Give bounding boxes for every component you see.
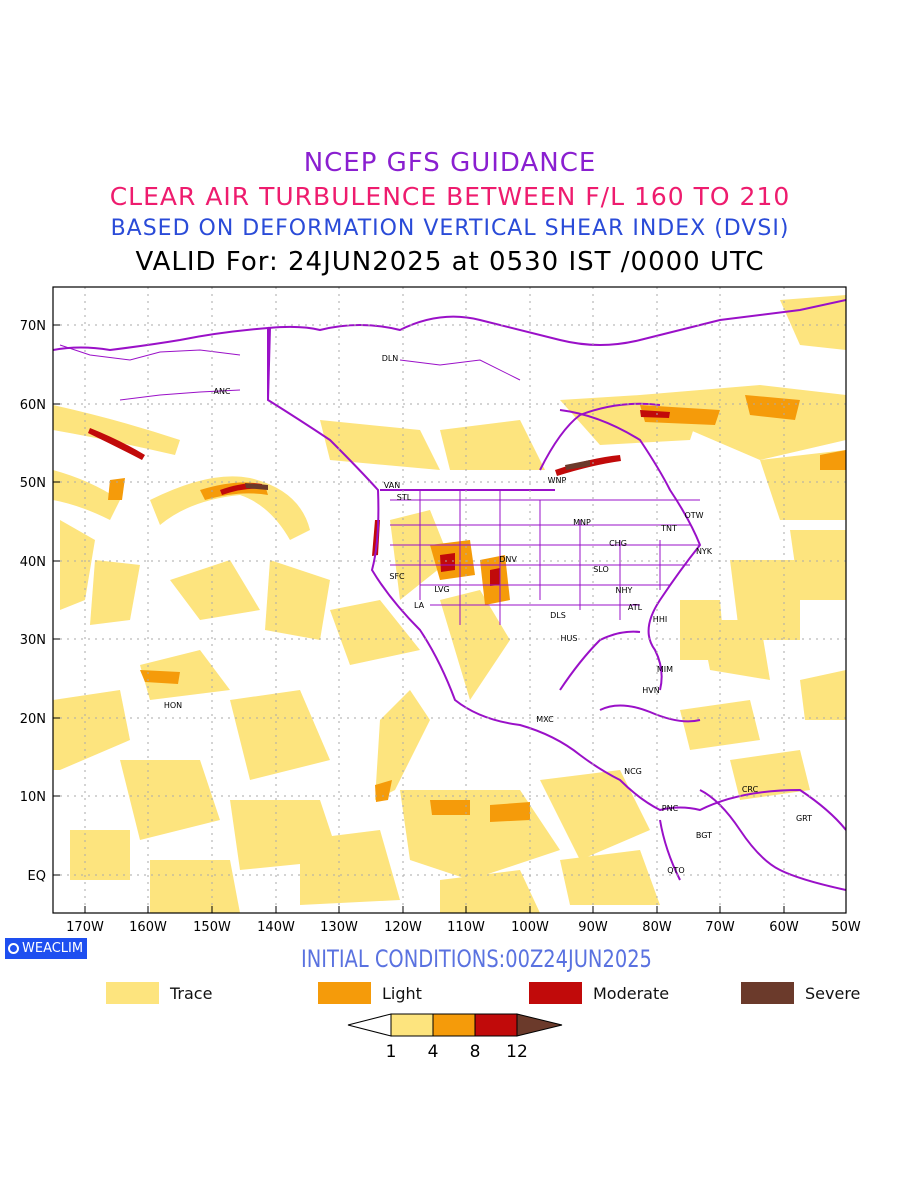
colorbar: 1 4 8 12 [347,1013,563,1062]
lon-label: 110W [447,920,485,935]
station-label: HVN [642,686,659,695]
lon-label: 140W [257,920,295,935]
station-label: HUS [561,634,578,643]
legend-label: Moderate [593,983,670,1003]
station-label: MXC [536,715,554,724]
trace-regions [53,295,846,913]
station-label: QTO [667,866,684,875]
station-label: ANC [213,387,230,396]
lon-label: 80W [642,920,672,935]
station-labels: DLN ANC VAN STL WNP MNP TNT OTW CHG NYK … [164,354,812,875]
colorbar-light [432,1013,476,1037]
station-label: CHG [609,539,627,548]
circle-icon [8,943,19,954]
station-label: TNT [660,524,677,533]
lon-label: 50W [831,920,861,935]
colorbar-low-arrow [347,1013,392,1037]
lon-label: 90W [578,920,608,935]
station-label: SFC [389,572,405,581]
title-line-1: NCEP GFS GUIDANCE [303,148,597,178]
station-label: MNP [573,518,591,527]
station-label: BGT [696,831,712,840]
lat-label: 20N [20,712,46,727]
lon-label: 60W [769,920,799,935]
station-label: DLN [382,354,399,363]
colorbar-tick: 4 [428,1042,439,1062]
colorbar-moderate [474,1013,518,1037]
colorbar-trace [390,1013,434,1037]
station-label: NYK [696,547,713,556]
initial-conditions: INITIAL CONDITIONS:00Z24JUN2025 [300,945,652,973]
station-label: ATL [628,603,643,612]
legend-trace: Trace [106,982,212,1004]
legend-light: Light [318,982,422,1004]
lon-label: 150W [193,920,231,935]
station-label: OTW [684,511,703,520]
watermark-text: WEACLIM [22,941,84,956]
station-label: DLS [550,611,566,620]
lon-label: 70W [705,920,735,935]
lat-labels: 70N 60N 50N 40N 30N 20N 10N EQ [20,319,46,884]
state-borders [59,344,700,625]
legend-moderate: Moderate [529,982,669,1004]
legend-swatch [529,982,582,1004]
station-label: GRT [796,814,812,823]
severe-regions [245,460,590,490]
station-label: LVG [434,585,449,594]
lat-label: 30N [20,633,46,648]
station-label: SLO [593,565,609,574]
station-label: MIM [657,665,673,674]
legend-label: Trace [170,983,213,1003]
lon-label: 120W [384,920,422,935]
lat-label: 40N [20,555,46,570]
colorbar-tick: 8 [470,1042,481,1062]
axis-ticks [53,324,785,913]
station-label: NCG [624,767,642,776]
colorbar-tick: 12 [506,1042,528,1062]
lon-label: 130W [320,920,358,935]
station-label: CRC [742,785,759,794]
legend-severe: Severe [741,982,860,1004]
station-label: HON [164,701,182,710]
lon-label: 170W [66,920,104,935]
station-label: PNC [662,804,679,813]
lat-label: 70N [20,319,46,334]
station-label: VAN [384,481,400,490]
title-line-3: BASED ON DEFORMATION VERTICAL SHEAR INDE… [110,216,790,241]
lat-label: 60N [20,398,46,413]
station-label: LA [414,601,425,610]
map-frame [52,286,847,914]
legend-label: Light [382,983,422,1003]
lon-labels: 170W 160W 150W 140W 130W 120W 110W 100W … [66,920,861,935]
lat-label: 50N [20,476,46,491]
valid-time: VALID For: 24JUN2025 at 0530 IST /0000 U… [135,247,765,277]
weaclim-watermark: WEACLIM [5,938,88,959]
legend-swatch [741,982,794,1004]
station-label: WNP [548,476,567,485]
lon-label: 160W [129,920,167,935]
lat-label: 10N [20,790,46,805]
lat-label: EQ [28,869,46,884]
legend-swatch [106,982,159,1004]
colorbar-high-arrow [516,1013,563,1037]
legend-swatch [318,982,371,1004]
station-label: STL [397,493,412,502]
station-label: DNV [499,555,517,564]
station-label: HHI [653,615,667,624]
title-line-2: CLEAR AIR TURBULENCE BETWEEN F/L 160 TO … [109,182,791,211]
legend-label: Severe [805,983,861,1003]
colorbar-tick: 1 [386,1042,397,1062]
station-label: NHY [616,586,633,595]
lon-label: 100W [511,920,549,935]
